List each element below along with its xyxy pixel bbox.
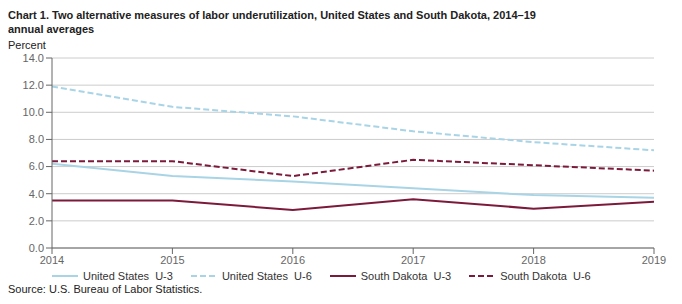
svg-text:8.0: 8.0 — [29, 133, 44, 145]
svg-text:10.0: 10.0 — [23, 106, 44, 118]
svg-text:2017: 2017 — [401, 254, 425, 266]
html-text:United States U-6: United States U-6 — [221, 270, 312, 282]
html-text:Source: U.S. Bureau of Labor S: Source: U.S. Bureau of Labor Statistics. — [8, 283, 203, 295]
html-text:Percent: Percent — [8, 39, 46, 51]
svg-text:12.0: 12.0 — [23, 79, 44, 91]
svg-text:2019: 2019 — [642, 254, 666, 266]
svg-text:14.0: 14.0 — [23, 52, 44, 64]
svg-text:4.0: 4.0 — [29, 188, 44, 200]
html-text:South Dakota U-6: South Dakota U-6 — [500, 270, 591, 282]
html-text:Chart 1. Two alternative measu: Chart 1. Two alternative measures of lab… — [8, 9, 536, 21]
svg-text:2016: 2016 — [281, 254, 305, 266]
svg-text:2014: 2014 — [40, 254, 64, 266]
html-text:South Dakota U-3: South Dakota U-3 — [360, 270, 452, 282]
svg-text:2015: 2015 — [160, 254, 184, 266]
svg-text:2.0: 2.0 — [29, 215, 44, 227]
html-text:United States U-3: United States U-3 — [83, 270, 173, 282]
svg-text:2018: 2018 — [521, 254, 545, 266]
svg-text:6.0: 6.0 — [29, 160, 44, 172]
svg-text:0.0: 0.0 — [29, 242, 44, 254]
html-text:annual averages: annual averages — [8, 23, 95, 35]
